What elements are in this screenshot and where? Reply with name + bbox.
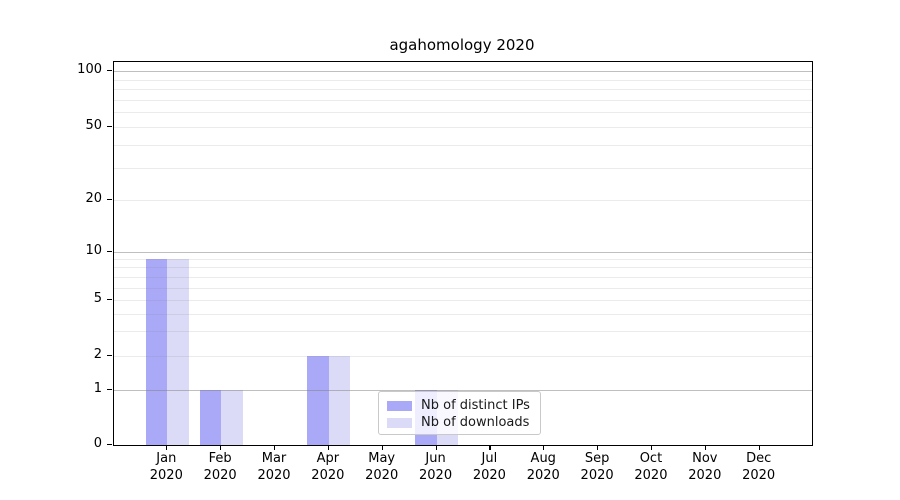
x-tick-mark-nov [704,445,706,450]
y-tick-mark-0 [107,444,112,446]
month-text: Jun [425,451,446,466]
x-tick-label-mar: Mar 2020 [244,450,304,484]
x-tick-label-jun: Jun 2020 [406,450,466,484]
gridline-minor-70 [114,99,812,101]
bar-downloads-feb [221,390,243,445]
x-tick-mark-apr [327,445,330,450]
gridline-minor-5 [114,300,812,302]
gridline-minor-80 [114,89,812,91]
month-text: May [368,451,396,466]
bar-distinct-ips-apr [307,356,329,445]
legend: Nb of distinct IPs Nb of downloads [378,391,541,435]
x-tick-mark-jun [435,445,437,450]
x-tick-label-apr: Apr 2020 [298,450,358,484]
y-tick-label-20: 20 [85,191,102,206]
x-tick-label-may: May 2020 [352,450,412,484]
month-text: Feb [208,451,232,466]
year-text: 2020 [419,468,453,483]
year-text: 2020 [203,468,237,483]
y-tick-mark-2 [107,355,112,357]
y-tick-label-50: 50 [85,118,102,133]
plot-area [113,61,813,446]
x-tick-label-feb: Feb 2020 [190,450,250,484]
gridline-minor-40 [114,144,812,146]
y-tick-mark-5 [107,299,112,301]
legend-swatch-icon [387,400,412,411]
bar-distinct-ips-feb [199,390,222,445]
gridline-minor-7 [114,276,812,278]
gridline-minor-60 [114,112,812,114]
x-tick-mark-feb [220,445,222,450]
month-text: Jan [156,451,177,466]
gridline-major-100 [114,71,812,72]
x-tick-label-dec: Dec 2020 [729,450,789,484]
gridline-minor-2 [114,356,812,357]
gridline-minor-6 [114,287,812,289]
y-tick-mark-10 [107,250,112,252]
x-tick-mark-aug [543,445,545,450]
bar-distinct-ips-jan [145,259,168,445]
gridline-minor-20 [114,200,812,201]
month-text: Nov [692,451,718,466]
year-text: 2020 [257,468,291,483]
x-tick-mark-jul [489,445,491,450]
year-text: 2020 [149,468,183,483]
y-tick-mark-1 [107,389,112,391]
legend-item-distinct-ips: Nb of distinct IPs [387,397,532,414]
month-text: Aug [530,451,556,466]
y-tick-label-10: 10 [85,242,102,258]
x-tick-label-nov: Nov 2020 [675,450,735,484]
legend-item-downloads: Nb of downloads [387,414,532,431]
gridline-minor-3 [114,331,812,333]
y-tick-label-5: 5 [93,291,102,307]
gridline-minor-9 [114,259,812,261]
y-tick-label-100: 100 [77,62,102,77]
y-tick-label-0: 0 [93,436,102,451]
gridline-minor-30 [114,167,812,169]
y-tick-label-1: 1 [93,381,102,397]
month-text: Apr [316,451,340,466]
x-tick-mark-sep [597,445,599,450]
gridline-minor-4 [114,313,812,315]
legend-label: Nb of downloads [421,415,530,430]
x-tick-mark-dec [758,445,760,450]
year-text: 2020 [742,468,776,483]
x-tick-label-jul: Jul 2020 [459,450,519,484]
bar-downloads-apr [328,356,351,445]
gridline-minor-50 [114,127,812,128]
y-tick-mark-100 [107,70,112,72]
y-tick-mark-20 [107,199,112,201]
y-tick-label-2: 2 [93,347,102,362]
year-text: 2020 [365,468,399,483]
x-tick-label-jan: Jan 2020 [136,450,196,484]
year-text: 2020 [580,468,614,483]
year-text: 2020 [472,468,506,483]
legend-swatch-icon [387,417,412,428]
x-tick-mark-may [381,445,383,450]
year-text: 2020 [311,468,345,483]
x-tick-mark-oct [650,445,653,450]
month-text: Oct [639,451,663,466]
year-text: 2020 [634,468,668,483]
gridline-major-1 [114,390,812,392]
legend-label: Nb of distinct IPs [421,398,530,413]
x-tick-mark-mar [274,445,276,450]
month-text: Jul [481,451,498,466]
month-text: Dec [746,451,772,466]
gridline-minor-90 [114,79,812,81]
month-text: Mar [261,451,287,466]
x-tick-mark-jan [166,445,168,450]
year-text: 2020 [688,468,722,483]
gridline-major-10 [114,251,812,253]
chart-title: agahomology 2020 [389,36,535,54]
x-tick-label-aug: Aug 2020 [513,450,573,484]
month-text: Sep [584,451,610,466]
bar-downloads-jan [167,259,189,445]
x-tick-label-sep: Sep 2020 [567,450,627,484]
gridline-minor-8 [114,267,812,269]
year-text: 2020 [526,468,560,483]
x-tick-label-oct: Oct 2020 [621,450,681,484]
y-tick-mark-50 [107,126,112,128]
